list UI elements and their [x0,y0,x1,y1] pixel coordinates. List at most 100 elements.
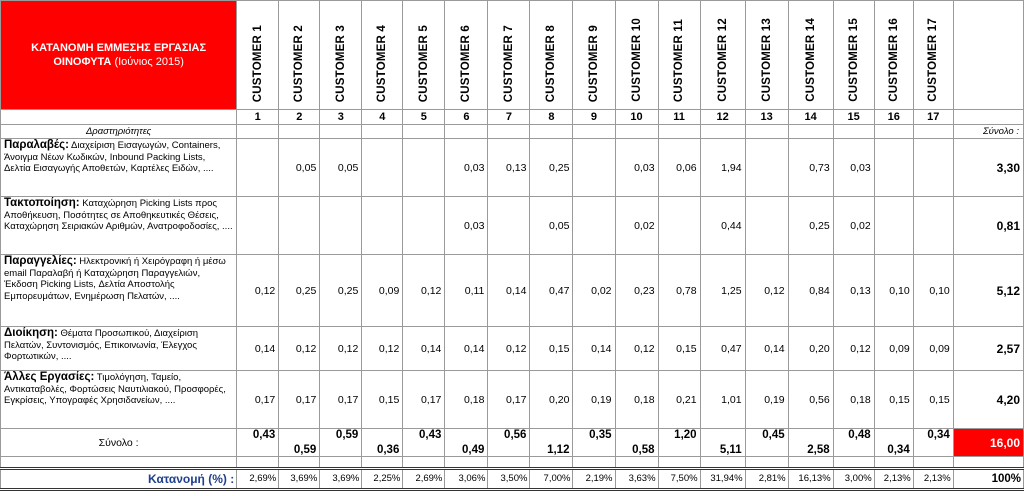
value-cell: 0,09 [912,326,954,371]
column-total: 0,56 [487,428,531,457]
value-cell: 0,05 [319,138,363,197]
value-cell: 0,56 [787,370,834,429]
column-total: 0,48 [832,428,875,457]
subheader-blank [744,124,789,139]
value-cell: 0,20 [529,370,574,429]
value-cell: 0,12 [361,326,404,371]
percentage-cell: 2,69% [236,467,280,491]
separator-cell [787,456,834,469]
activity-row: Παραλαβές: Διαχείριση Εισαγωγών, Contain… [0,138,1024,197]
value-cell: 0,14 [744,326,789,371]
activity-row: Παραγγελίες: Ηλεκτρονική ή Χειρόγραφη ή … [0,254,1024,327]
value-cell: 0,10 [873,254,914,327]
value-cell: 0,12 [744,254,789,327]
value-cell: 0,17 [402,370,446,429]
value-cell [487,196,531,255]
column-total: 0,43 [236,428,280,457]
customer-label: CUSTOMER 16 [887,18,900,102]
value-cell [236,196,280,255]
row-sum: 2,57 [952,326,1024,371]
column-total: 0,34 [912,428,954,457]
value-cell [236,138,280,197]
value-cell: 0,47 [529,254,574,327]
subheader-blank [529,124,574,139]
value-cell: 0,15 [361,370,404,429]
value-cell: 0,84 [787,254,834,327]
separator-cell [699,456,746,469]
customer-number: 4 [361,109,404,125]
value-cell [873,196,914,255]
activity-title: Διοίκηση: [4,327,58,339]
value-cell: 0,14 [402,326,446,371]
grand-total: 16,00 [952,428,1024,457]
value-cell: 0,12 [402,254,446,327]
separator-row [0,456,1024,469]
value-cell: 0,18 [614,370,659,429]
value-cell: 0,12 [319,326,363,371]
activity-title: Παραγγελίες: [4,255,77,267]
subheader-blank [402,124,446,139]
activity-description: Παραγγελίες: Ηλεκτρονική ή Χειρόγραφη ή … [0,254,238,327]
customer-number: 16 [873,109,914,125]
separator-cell [572,456,616,469]
subheader-blank [487,124,531,139]
customer-label: CUSTOMER 4 [376,24,389,102]
customer-number: 2 [278,109,321,125]
value-cell: 0,25 [787,196,834,255]
customer-header: CUSTOMER 13 [744,0,789,110]
customer-label: CUSTOMER 13 [760,18,773,102]
title-line2: ΟΙΝΟΦΥΤΑ [53,56,112,68]
customer-number: 3 [319,109,363,125]
column-total: 0,35 [572,428,616,457]
activity-details: Ηλεκτρονική ή Χειρόγραφη ή μέσω email Πα… [4,256,226,302]
value-cell: 0,10 [912,254,954,327]
separator-cell [529,456,574,469]
value-cell: 0,20 [787,326,834,371]
subheader-blank [699,124,746,139]
value-cell: 0,73 [787,138,834,197]
value-cell: 0,02 [614,196,659,255]
value-cell [361,196,404,255]
row-sum: 0,81 [952,196,1024,255]
value-cell: 0,13 [832,254,875,327]
percentage-cell: 3,69% [319,467,363,491]
number-row-blank [0,109,238,125]
value-cell: 0,17 [319,370,363,429]
activity-row: Τακτοποίηση: Καταχώρηση Picking Lists πρ… [0,196,1024,255]
value-cell [319,196,363,255]
value-cell: 0,12 [278,326,321,371]
separator-cell [952,456,1024,469]
percentage-cell: 2,13% [912,467,954,491]
percentage-label: Κατανομή (%) : [0,467,238,491]
customer-number: 1 [236,109,280,125]
subheader-blank [444,124,489,139]
row-sum: 3,30 [952,138,1024,197]
value-cell: 0,18 [444,370,489,429]
value-cell [402,196,446,255]
title-cell: ΚΑΤΑΝΟΜΗ ΕΜΜΕΣΗΣ ΕΡΓΑΣΙΑΣ ΟΙΝΟΦΥΤΑ (Ιούν… [0,0,238,110]
customer-header: CUSTOMER 15 [832,0,875,110]
value-cell: 0,03 [832,138,875,197]
value-cell: 0,13 [487,138,531,197]
customer-header: CUSTOMER 14 [787,0,834,110]
subheader-blank [572,124,616,139]
value-cell: 0,18 [832,370,875,429]
separator-cell [402,456,446,469]
activity-title: Άλλες Εργασίες: [4,371,95,383]
value-cell: 0,09 [873,326,914,371]
separator-cell [319,456,363,469]
subheader-blank [873,124,914,139]
subheader-blank [657,124,701,139]
value-cell: 0,15 [657,326,701,371]
activity-description: Τακτοποίηση: Καταχώρηση Picking Lists πρ… [0,196,238,255]
value-cell: 0,15 [529,326,574,371]
customer-label: CUSTOMER 5 [417,24,430,102]
customer-header: CUSTOMER 9 [572,0,616,110]
activities-header-row: Δραστηριότητες Σύνολο : [0,124,1024,139]
customer-header: CUSTOMER 4 [361,0,404,110]
customer-number: 10 [614,109,659,125]
percentage-cell: 3,50% [487,467,531,491]
separator-cell [487,456,531,469]
separator-cell [444,456,489,469]
customer-label: CUSTOMER 10 [630,18,643,102]
